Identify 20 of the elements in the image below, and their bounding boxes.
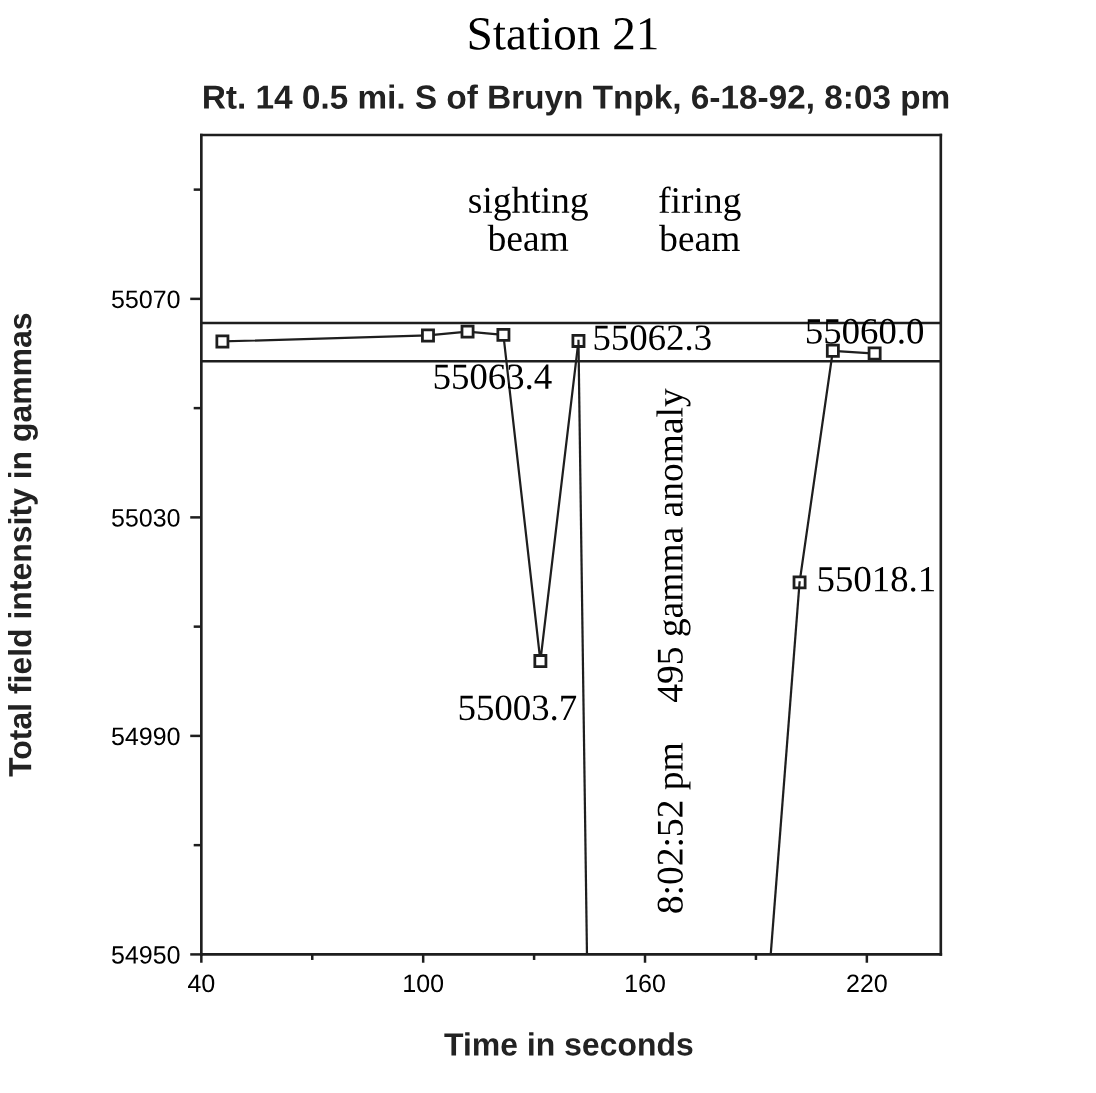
x-tick-label: 100	[404, 974, 444, 993]
data-label: 55003.7	[459, 695, 577, 721]
x-tick-label: 220	[847, 974, 887, 993]
chart-title: Station 21	[469, 18, 657, 50]
y-tick-label: 55030	[111, 508, 180, 527]
annotation: 8:02:52 pm	[657, 742, 691, 913]
x-tick-label: 40	[188, 974, 215, 993]
chart-subtitle: Rt. 14 0.5 mi. S of Bruyn Tnpk, 6-18-92, 8:03 pm	[204, 84, 949, 116]
y-tick-label: 55070	[111, 290, 180, 309]
data-label: 55060.0	[806, 318, 924, 344]
annotation: firing beam	[659, 186, 741, 252]
y-tick-label: 54950	[111, 946, 180, 964]
x-axis-title: Time in seconds	[444, 1032, 693, 1056]
annotation: 495 gamma anomaly	[656, 388, 691, 703]
data-label: 55018.1	[818, 566, 934, 592]
data-label: 55062.3	[594, 325, 711, 351]
y-tick-label: 54990	[111, 727, 180, 746]
y-axis-title: Total field intensity in gammas	[7, 313, 38, 777]
x-tick-label: 160	[626, 974, 665, 993]
annotation: sighting beam	[469, 186, 588, 252]
